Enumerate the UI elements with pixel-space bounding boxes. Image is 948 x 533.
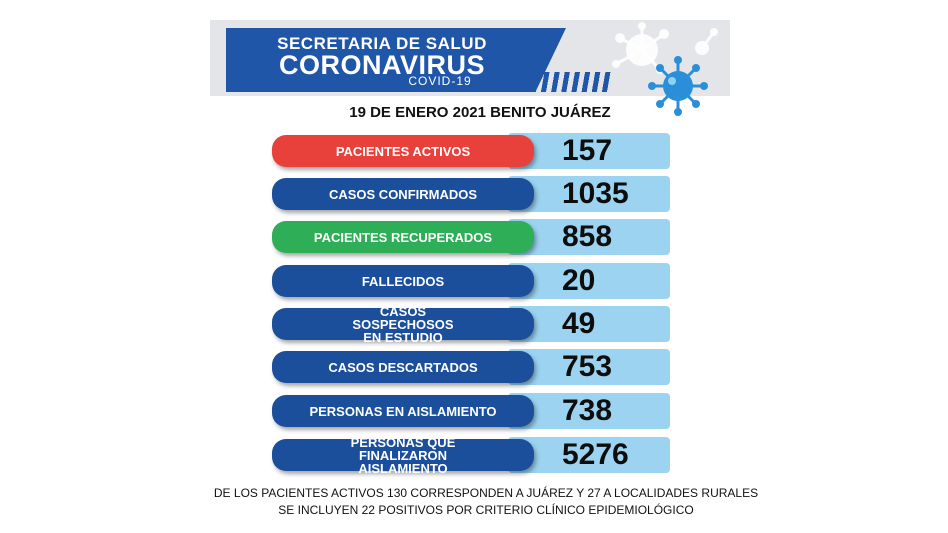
value-box [508, 306, 670, 342]
stat-row-finalizaron-aislamiento: PERSONAS QUE FINALIZARON AISLAMIENTO 527… [272, 436, 670, 475]
value-box [508, 393, 670, 429]
virus-icon [612, 22, 718, 116]
stat-value: 5276 [562, 438, 629, 471]
value-box [508, 263, 670, 299]
value-box [508, 219, 670, 255]
value-box [508, 437, 670, 473]
stat-value: 1035 [562, 177, 629, 210]
header-title-coronavirus: CORONAVIRUS [278, 50, 485, 80]
footnote-criterio: SE INCLUYEN 22 POSITIVOS POR CRITERIO CL… [278, 503, 694, 517]
stat-row-fallecidos: FALLECIDOS 20 [272, 263, 670, 299]
stat-label: CASOS SOSPECHOSOS EN ESTUDIO [272, 305, 534, 344]
stat-value: 858 [562, 220, 613, 253]
stat-value: 157 [562, 134, 613, 167]
stat-row-pacientes-recuperados: PACIENTES RECUPERADOS 858 [272, 219, 670, 255]
value-box [508, 349, 670, 385]
stat-value: 753 [562, 350, 613, 383]
stat-label: PERSONAS QUE FINALIZARON AISLAMIENTO [272, 436, 534, 475]
stat-value: 49 [562, 307, 596, 340]
stat-label: PACIENTES ACTIVOS [272, 135, 534, 167]
stat-row-casos-confirmados: CASOS CONFIRMADOS 1035 [272, 176, 670, 212]
stat-label: CASOS DESCARTADOS [272, 351, 534, 383]
header-stripes [514, 72, 612, 92]
stat-label: CASOS CONFIRMADOS [272, 178, 534, 210]
header-band [226, 28, 566, 92]
stat-row-personas-aislamiento: PERSONAS EN AISLAMIENTO 738 [272, 393, 670, 429]
stat-label: FALLECIDOS [272, 265, 534, 297]
stat-row-casos-sospechosos: CASOS SOSPECHOSOS EN ESTUDIO 49 [272, 305, 670, 344]
header-title-covid: COVID-19 [408, 74, 472, 88]
value-box [508, 133, 670, 169]
stat-value: 738 [562, 394, 613, 427]
footnote-activos: DE LOS PACIENTES ACTIVOS 130 CORRESPONDE… [213, 486, 759, 500]
header-title-secretaria: SECRETARIA DE SALUD [277, 34, 487, 53]
report-date: 19 DE ENERO 2021 BENITO JUÁREZ [349, 104, 611, 121]
value-box [508, 176, 670, 212]
stat-label: PACIENTES RECUPERADOS [272, 221, 534, 253]
stat-label: PERSONAS EN AISLAMIENTO [272, 395, 534, 427]
stat-value: 20 [562, 264, 596, 297]
stat-row-casos-descartados: CASOS DESCARTADOS 753 [272, 349, 670, 385]
stat-row-pacientes-activos: PACIENTES ACTIVOS 157 [272, 133, 670, 169]
